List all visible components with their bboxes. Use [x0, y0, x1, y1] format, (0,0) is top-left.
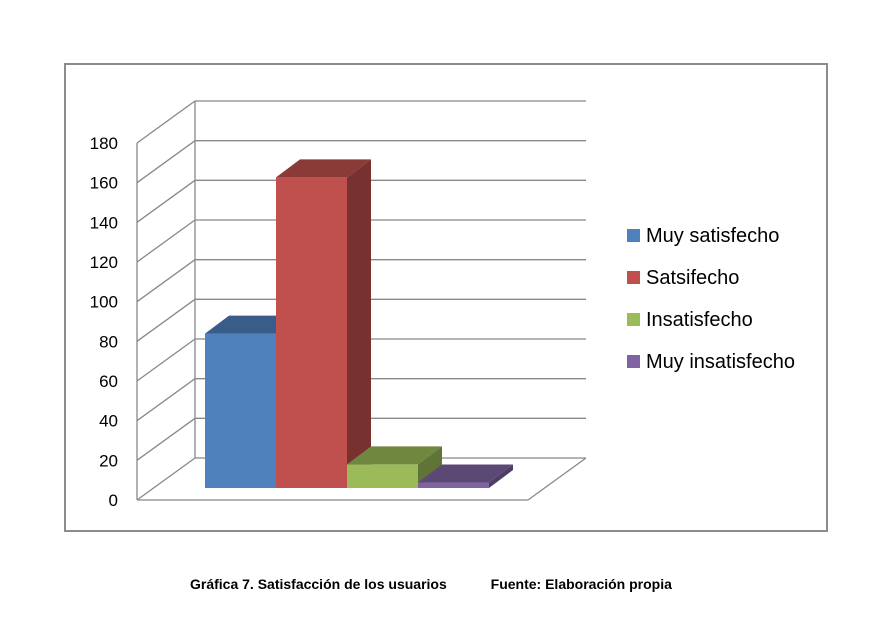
legend-swatch: [627, 271, 640, 284]
bar: [205, 333, 276, 488]
legend-swatch: [627, 229, 640, 242]
side-gridline: [136, 338, 196, 382]
y-tick-label: 160: [90, 174, 118, 193]
side-gridline: [136, 417, 196, 461]
side-gridline: [136, 100, 196, 144]
y-tick-label: 0: [109, 491, 118, 510]
legend-swatch: [627, 355, 640, 368]
bar: [418, 482, 489, 488]
bar-side: [418, 446, 442, 488]
y-tick-label: 120: [90, 253, 118, 272]
y-tick-label: 100: [90, 293, 118, 312]
y-tick-label: 140: [90, 213, 118, 232]
bar-top: [276, 159, 371, 178]
legend-swatch: [627, 313, 640, 326]
bar: [347, 464, 418, 488]
y-tick-label: 80: [99, 332, 118, 351]
floor-right-edge: [527, 457, 587, 501]
side-gridline: [136, 140, 196, 184]
y-tick-label: 40: [99, 412, 118, 431]
side-gridline: [136, 259, 196, 303]
legend-label: Satsifecho: [646, 267, 739, 289]
bar-top: [347, 446, 442, 465]
caption-source: Fuente: Elaboración propia: [490, 576, 672, 592]
side-gridline: [136, 298, 196, 342]
side-gridline: [136, 179, 196, 223]
bar-side: [489, 464, 513, 488]
y-tick-label: 60: [99, 372, 118, 391]
side-gridline: [136, 457, 196, 501]
side-gridline: [136, 219, 196, 263]
bar: [276, 177, 347, 488]
side-gridline: [136, 378, 196, 422]
bar-side: [347, 159, 371, 488]
legend-label: Insatisfecho: [646, 309, 753, 331]
bar-top: [418, 464, 513, 483]
legend-label: Muy satisfecho: [646, 225, 779, 247]
figure-caption: Gráfica 7. Satisfacción de los usuarios …: [190, 576, 672, 592]
legend-label: Muy insatisfecho: [646, 351, 795, 373]
caption-title: Gráfica 7. Satisfacción de los usuarios: [190, 576, 447, 592]
y-tick-label: 20: [99, 451, 118, 470]
y-tick-label: 180: [90, 134, 118, 153]
